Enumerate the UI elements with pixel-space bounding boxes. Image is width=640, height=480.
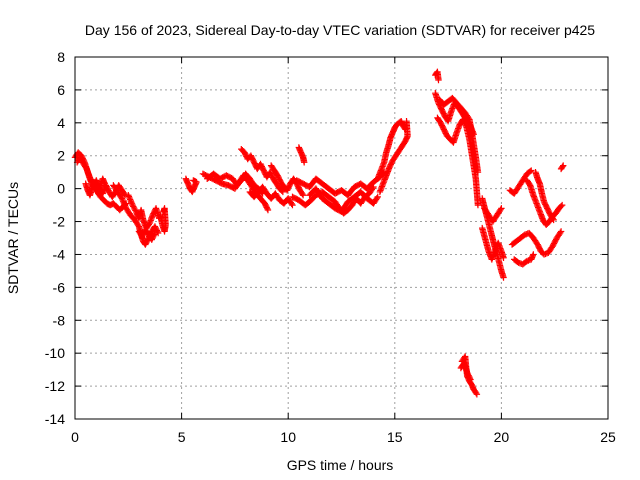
y-tick-label: -4 bbox=[53, 246, 66, 262]
data-point bbox=[101, 180, 109, 187]
data-point bbox=[557, 228, 565, 235]
data-point bbox=[126, 196, 134, 203]
x-tick-label: 10 bbox=[280, 429, 296, 445]
data-point bbox=[128, 199, 135, 206]
data-point bbox=[466, 374, 474, 382]
y-tick-label: 6 bbox=[57, 82, 65, 98]
data-point bbox=[128, 200, 136, 207]
data-point bbox=[474, 201, 482, 209]
data-point bbox=[528, 167, 535, 174]
data-point bbox=[560, 162, 567, 169]
data-point bbox=[559, 163, 566, 170]
data-point bbox=[299, 190, 306, 198]
data-point bbox=[279, 188, 287, 196]
data-point bbox=[549, 215, 557, 222]
data-point bbox=[373, 194, 381, 202]
data-point bbox=[549, 243, 556, 250]
data-point bbox=[288, 200, 295, 207]
data-point bbox=[299, 192, 307, 199]
data-point bbox=[125, 193, 133, 200]
data-point bbox=[119, 198, 127, 205]
data-point bbox=[557, 202, 565, 210]
plot-frame bbox=[74, 56, 609, 420]
y-tick-label: 4 bbox=[57, 115, 65, 131]
data-point bbox=[551, 238, 558, 246]
data-point bbox=[127, 197, 134, 205]
x-axis-label: GPS time / hours bbox=[287, 457, 394, 473]
data-point bbox=[403, 117, 410, 125]
data-point bbox=[557, 229, 564, 236]
y-tick-label: 8 bbox=[57, 49, 65, 65]
x-tick-label: 5 bbox=[178, 429, 186, 445]
y-tick-label: -14 bbox=[45, 411, 65, 427]
data-point bbox=[465, 115, 472, 122]
data-point bbox=[552, 237, 559, 244]
data-point bbox=[300, 159, 308, 166]
data-point bbox=[130, 203, 137, 210]
data-point bbox=[126, 194, 133, 202]
y-tick-label: -2 bbox=[53, 214, 66, 230]
data-point bbox=[190, 177, 197, 184]
y-tick-label: -10 bbox=[45, 345, 65, 361]
data-point bbox=[130, 204, 138, 212]
data-point bbox=[118, 195, 126, 202]
data-point bbox=[151, 229, 159, 237]
data-point bbox=[264, 206, 272, 214]
data-point bbox=[526, 168, 534, 175]
data-point bbox=[121, 202, 129, 209]
data-point bbox=[474, 168, 482, 176]
chart-title: Day 156 of 2023, Sidereal Day-to-day VTE… bbox=[85, 22, 595, 38]
data-point bbox=[151, 231, 158, 238]
data-point bbox=[472, 389, 480, 397]
data-point bbox=[121, 200, 128, 208]
x-tick-label: 25 bbox=[600, 429, 616, 445]
data-point bbox=[498, 205, 505, 212]
data-point bbox=[550, 240, 558, 247]
x-tick-label: 15 bbox=[387, 429, 403, 445]
x-tick-label: 0 bbox=[71, 429, 79, 445]
data-point bbox=[467, 376, 474, 383]
data-point bbox=[119, 196, 126, 204]
y-tick-label: 2 bbox=[57, 148, 65, 164]
data-points bbox=[71, 68, 567, 398]
data-point bbox=[500, 254, 507, 261]
y-tick-label: 0 bbox=[57, 181, 65, 197]
data-point bbox=[497, 206, 504, 213]
data-point bbox=[530, 251, 537, 258]
data-point bbox=[289, 201, 296, 209]
data-point bbox=[160, 208, 167, 215]
data-point bbox=[125, 192, 132, 199]
data-point bbox=[473, 391, 481, 398]
y-tick-label: -12 bbox=[45, 378, 65, 394]
data-point bbox=[131, 206, 138, 213]
data-point bbox=[500, 274, 507, 281]
data-point bbox=[374, 193, 381, 201]
data-point bbox=[550, 216, 557, 224]
data-point bbox=[264, 205, 271, 212]
data-point bbox=[132, 207, 139, 214]
y-tick-label: -8 bbox=[53, 312, 66, 328]
data-point bbox=[550, 241, 557, 249]
x-tick-label: 20 bbox=[494, 429, 510, 445]
y-tick-label: -6 bbox=[53, 279, 66, 295]
axis-ticks: 0 5 10 15 20 25 -14 -12 -10 -8 -6 -4 -2 0 2 4 6 8 bbox=[45, 49, 616, 445]
data-point bbox=[558, 201, 566, 209]
data-point bbox=[120, 199, 127, 206]
data-point bbox=[435, 76, 442, 84]
data-point bbox=[129, 201, 136, 209]
y-axis-label: SDTVAR / TECUs bbox=[5, 182, 21, 294]
